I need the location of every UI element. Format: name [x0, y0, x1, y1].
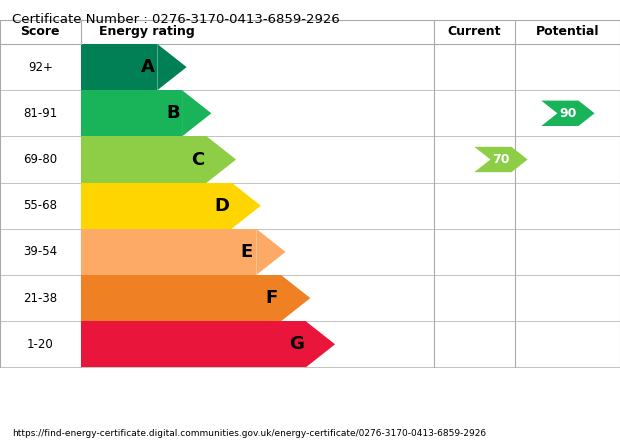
- Bar: [81, 136, 207, 183]
- Text: C: C: [191, 150, 204, 169]
- Text: Current: Current: [448, 26, 501, 38]
- Text: 55-68: 55-68: [24, 199, 57, 212]
- Text: F: F: [265, 289, 278, 307]
- Text: Score: Score: [20, 26, 60, 38]
- Polygon shape: [182, 90, 211, 136]
- Text: 39-54: 39-54: [23, 246, 58, 258]
- Polygon shape: [207, 136, 236, 183]
- Polygon shape: [256, 229, 286, 275]
- Text: A: A: [141, 58, 155, 76]
- Text: https://find-energy-certificate.digital.communities.gov.uk/energy-certificate/02: https://find-energy-certificate.digital.…: [12, 429, 487, 438]
- Bar: [81, 90, 182, 136]
- Text: G: G: [289, 335, 304, 353]
- Text: 21-38: 21-38: [23, 292, 58, 304]
- Polygon shape: [306, 321, 335, 367]
- Text: 90: 90: [559, 107, 577, 120]
- Text: Potential: Potential: [536, 26, 599, 38]
- Bar: [81, 44, 157, 90]
- Polygon shape: [281, 275, 310, 321]
- Bar: [0, 20, 620, 44]
- Text: Energy rating: Energy rating: [99, 26, 195, 38]
- Bar: [81, 321, 306, 367]
- Text: 81-91: 81-91: [23, 107, 58, 120]
- Bar: [81, 229, 256, 275]
- Text: B: B: [166, 104, 180, 122]
- Text: 1-20: 1-20: [27, 338, 54, 351]
- Polygon shape: [157, 44, 187, 90]
- Text: 69-80: 69-80: [23, 153, 58, 166]
- Bar: [81, 183, 231, 229]
- Polygon shape: [474, 147, 528, 172]
- Text: Certificate Number : 0276-3170-0413-6859-2926: Certificate Number : 0276-3170-0413-6859…: [12, 13, 340, 26]
- Text: 70: 70: [492, 153, 510, 166]
- Text: E: E: [241, 243, 253, 261]
- Bar: [81, 275, 281, 321]
- Polygon shape: [231, 183, 261, 229]
- Text: D: D: [215, 197, 230, 215]
- Polygon shape: [541, 101, 595, 126]
- Text: 92+: 92+: [28, 61, 53, 73]
